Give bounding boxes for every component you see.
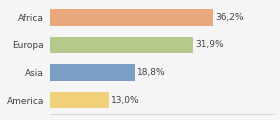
Bar xyxy=(50,64,135,81)
Text: 18,8%: 18,8% xyxy=(137,68,165,77)
Text: 36,2%: 36,2% xyxy=(215,13,243,22)
Bar xyxy=(50,37,193,53)
Bar xyxy=(50,92,109,108)
Bar xyxy=(50,9,213,26)
Text: 13,0%: 13,0% xyxy=(111,96,139,105)
Text: 31,9%: 31,9% xyxy=(195,41,224,49)
